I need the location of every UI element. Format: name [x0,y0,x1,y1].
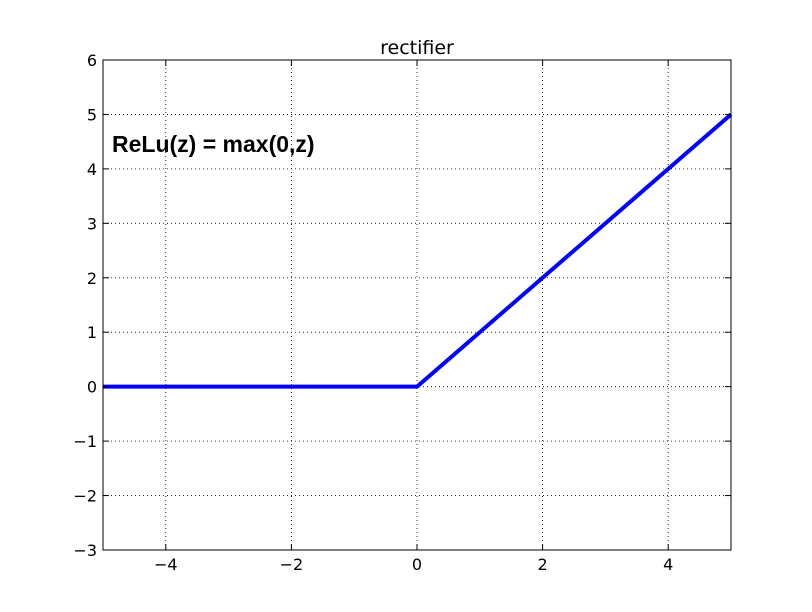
y-tick-label: 3 [87,214,97,233]
y-tick-label: 6 [87,51,97,70]
x-tick-label: 2 [538,555,548,574]
y-tick-label: 4 [87,160,97,179]
plot-layer [103,112,733,389]
y-tick-label: −3 [73,541,97,560]
y-tick-label: 2 [87,269,97,288]
x-tick-label: 4 [663,555,673,574]
y-tick-label: 1 [87,323,97,342]
chart-title: rectifier [380,37,454,59]
y-tick-label: −2 [73,487,97,506]
x-tick-label: 0 [412,555,422,574]
tick-layer: −4 −2 0 2 4 −3 −2 −1 0 1 2 3 4 5 6 [73,51,731,574]
x-tick-label: −2 [280,555,304,574]
relu-formula-annotation: ReLu(z) = max(0,z) [112,131,315,157]
y-tick-label: −1 [73,432,97,451]
y-tick-label: 5 [87,105,97,124]
y-tick-label: 0 [87,378,97,397]
x-tick-label: −4 [154,555,178,574]
relu-series-line [103,112,733,389]
